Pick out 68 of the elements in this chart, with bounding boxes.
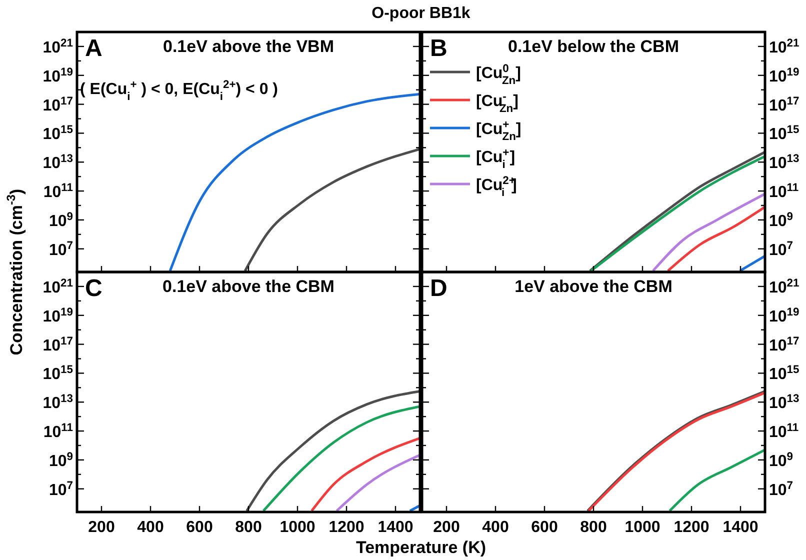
x-tick-label: 1000 <box>280 519 316 536</box>
x-tick-label: 200 <box>88 519 115 536</box>
annotation: C <box>85 275 102 302</box>
x-tick-label: 1200 <box>328 519 364 536</box>
legend-label: [Cu$^{+}$$_{i}$ ] <box>476 147 516 171</box>
annotation: B <box>430 35 448 62</box>
y-tick-label: 10$^{11}$ <box>43 422 73 442</box>
y-tick-label: 10$^{15}$ <box>769 364 800 384</box>
x-axis-title: Temperature (K) <box>356 538 486 557</box>
annotation: 0.1eV above the VBM <box>162 37 334 56</box>
y-tick-label: 10$^{13}$ <box>769 393 800 412</box>
y-tick-label: 10$^{15}$ <box>42 364 73 384</box>
y-tick-label: 10$^{21}$ <box>42 37 73 56</box>
y-tick-label: 10$^{19}$ <box>769 66 800 86</box>
y-tick-label: 10$^{7}$ <box>769 240 794 259</box>
x-tick-label: 600 <box>531 519 558 536</box>
y-tick-label: 10$^{9}$ <box>769 450 794 470</box>
y-tick-label: 10$^{19}$ <box>42 66 73 86</box>
y-tick-label: 10$^{11}$ <box>769 422 799 442</box>
y-tick-label: 10$^{19}$ <box>42 306 73 326</box>
annotation: 0.1eV below the CBM <box>508 37 679 56</box>
y-tick-label: 10$^{9}$ <box>48 450 73 470</box>
annotation: A <box>85 35 102 62</box>
x-tick-label: 1400 <box>722 519 758 536</box>
y-tick-label: 10$^{13}$ <box>42 393 73 412</box>
y-tick-label: 10$^{21}$ <box>769 277 800 296</box>
x-tick-label: 200 <box>433 519 460 536</box>
line-series <box>652 192 765 272</box>
y-tick-label: 10$^{13}$ <box>42 153 73 172</box>
y-tick-label: 10$^{21}$ <box>769 37 800 56</box>
y-tick-label: 10$^{19}$ <box>769 306 800 326</box>
y-tick-label: 10$^{11}$ <box>43 182 73 202</box>
y-tick-label: 10$^{13}$ <box>769 153 800 172</box>
y-tick-label: 10$^{17}$ <box>769 335 800 354</box>
annotation: D <box>430 275 448 302</box>
y-tick-label: 10$^{9}$ <box>769 210 794 230</box>
x-tick-label: 1000 <box>624 519 660 536</box>
annotation: ( E(Cu$_{i}$$^{+}$ ) < 0, E(Cu$_{i}$$^{2+}$) < 0 ) <box>80 79 278 103</box>
legend-label: [Cu$^{+}$$_{Zn}$] <box>476 119 522 143</box>
y-tick-label: 10$^{9}$ <box>48 210 73 230</box>
line-series <box>246 390 420 512</box>
y-tick-label: 10$^{7}$ <box>48 480 73 499</box>
annotation: 0.1eV above the CBM <box>162 277 334 296</box>
x-tick-label: 1400 <box>378 519 414 536</box>
legend-label: [Cu$^{-}$$_{Zn}$] <box>476 91 518 115</box>
x-tick-label: 400 <box>137 519 164 536</box>
chart-title: O-poor BB1k <box>372 5 470 22</box>
x-tick-label: 1200 <box>674 519 710 536</box>
line-series <box>262 405 420 512</box>
legend-label: [Cu$^{0}$$_{Zn}$] <box>476 63 521 87</box>
y-tick-label: 10$^{17}$ <box>42 95 73 114</box>
y-tick-label: 10$^{17}$ <box>42 335 73 354</box>
line-series <box>666 206 765 272</box>
y-tick-label: 10$^{15}$ <box>42 124 73 144</box>
line-series <box>668 448 765 512</box>
y-tick-label: 10$^{7}$ <box>769 480 794 499</box>
x-tick-label: 800 <box>235 519 262 536</box>
y-tick-label: 10$^{15}$ <box>769 124 800 144</box>
x-tick-label: 400 <box>482 519 509 536</box>
x-tick-label: 600 <box>186 519 213 536</box>
y-tick-label: 10$^{17}$ <box>769 95 800 114</box>
line-series <box>310 436 420 512</box>
x-tick-label: 800 <box>580 519 607 536</box>
line-series <box>244 148 420 272</box>
y-tick-label: 10$^{21}$ <box>42 277 73 296</box>
y-tick-label: 10$^{7}$ <box>48 240 73 259</box>
y-tick-label: 10$^{11}$ <box>769 182 799 202</box>
annotation: 1eV above the CBM <box>514 277 672 296</box>
